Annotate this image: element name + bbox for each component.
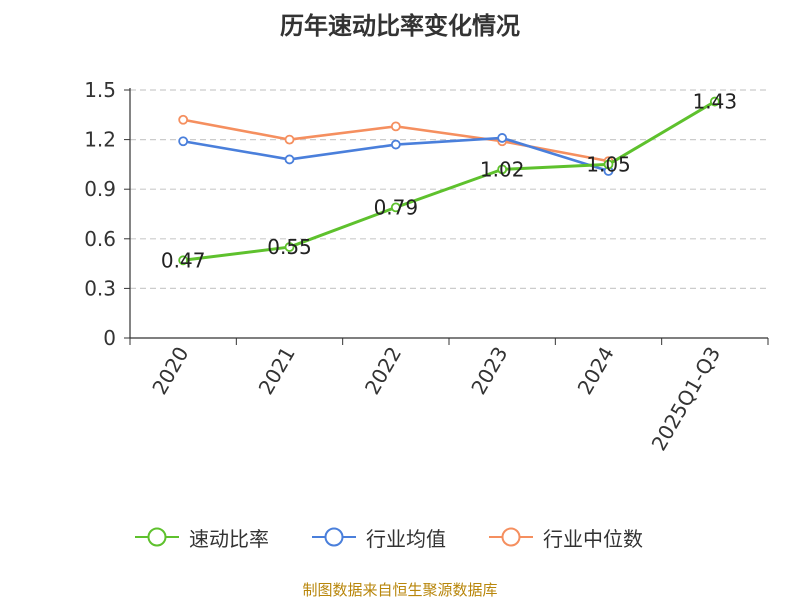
y-tick-label: 0.9: [84, 177, 116, 201]
legend-item-0[interactable]: 速动比率: [133, 520, 269, 554]
data-label: 0.79: [374, 195, 419, 219]
data-label: 1.02: [480, 157, 525, 181]
y-tick-label: 0: [103, 326, 116, 350]
y-tick-label: 0.3: [84, 276, 116, 300]
data-point-1: [497, 133, 508, 143]
x-tick-label: 2023: [466, 342, 512, 398]
data-label: 0.55: [267, 235, 312, 259]
legend-item-2[interactable]: 行业中位数: [487, 520, 643, 554]
legend-marker-1: [312, 527, 356, 547]
data-point-0: [390, 202, 401, 213]
data-label-layer: 0.47 0.55 0.79 1.02 1.05 1.43: [161, 90, 737, 273]
data-point-1: [284, 154, 295, 165]
x-tick-label: 2025Q1-Q3: [646, 343, 725, 455]
data-point-2: [178, 114, 189, 125]
y-tick-label: 0.6: [84, 227, 116, 251]
y-tick-label: 1.5: [84, 78, 116, 102]
data-point-2: [284, 134, 295, 145]
y-tick-label: 1.2: [84, 128, 116, 152]
chart-title: 历年速动比率变化情况: [280, 12, 520, 40]
data-point-0: [178, 255, 189, 266]
data-point-0: [603, 159, 614, 170]
series-layer: [178, 96, 720, 266]
data-point-2: [390, 121, 401, 132]
source-note: 制图数据来自恒生聚源数据库: [302, 581, 498, 599]
data-point-0: [497, 164, 508, 175]
data-point-0: [284, 242, 295, 252]
grid-layer: [130, 89, 768, 289]
legend-marker-2: [489, 527, 533, 547]
x-tick-label: 2022: [360, 343, 406, 399]
x-tick-label: 2021: [254, 343, 300, 399]
data-label: 0.47: [161, 248, 206, 272]
legend-marker-0: [135, 527, 179, 547]
legend-label-1: 行业均值: [366, 526, 446, 551]
legend-label-0: 速动比率: [189, 526, 269, 551]
data-point-0: [709, 96, 720, 107]
data-point-1: [178, 136, 189, 147]
data-point-1: [390, 139, 401, 150]
legend: 速动比率 行业均值 行业中位数: [0, 520, 800, 554]
legend-label-2: 行业中位数: [543, 526, 643, 551]
legend-item-1[interactable]: 行业均值: [310, 520, 446, 554]
x-tick-label: 2024: [573, 343, 619, 399]
x-tick-label: 2020: [147, 343, 193, 399]
data-label: 1.43: [693, 90, 738, 114]
series-line-0: [182, 100, 716, 262]
data-label: 1.05: [586, 152, 631, 176]
